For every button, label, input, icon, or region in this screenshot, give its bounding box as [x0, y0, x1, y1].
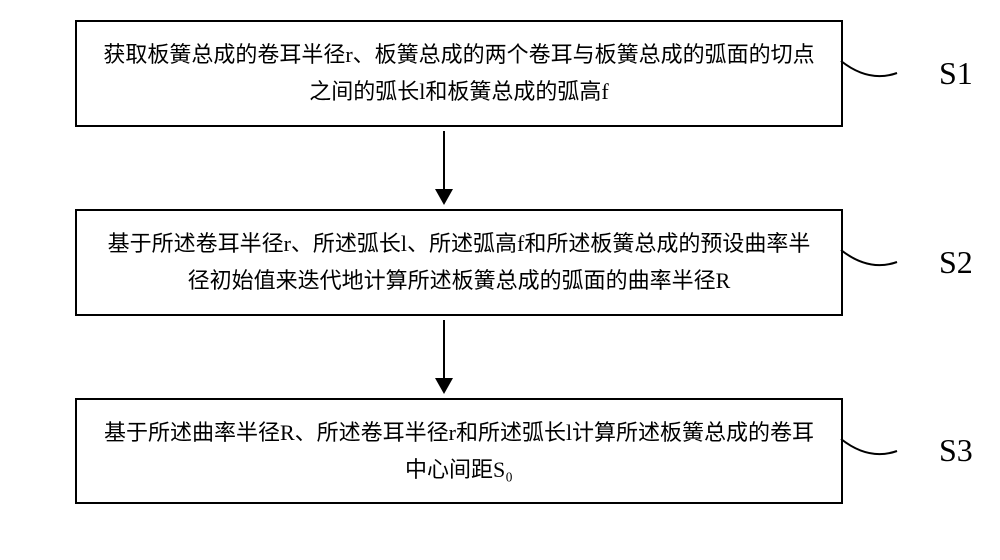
- arrow-1-wrap: [20, 127, 980, 209]
- connector-curve-2: [839, 242, 899, 282]
- step-row-1: 获取板簧总成的卷耳半径r、板簧总成的两个卷耳与板簧总成的弧面的切点之间的弧长l和…: [20, 20, 980, 127]
- step-box-1: 获取板簧总成的卷耳半径r、板簧总成的两个卷耳与板簧总成的弧面的切点之间的弧长l和…: [75, 20, 843, 127]
- flowchart-container: 获取板簧总成的卷耳半径r、板簧总成的两个卷耳与板簧总成的弧面的切点之间的弧长l和…: [20, 20, 980, 504]
- arrow-2-line: [443, 320, 445, 378]
- step-label-1: S1: [939, 55, 973, 92]
- step-box-2: 基于所述卷耳半径r、所述弧长l、所述弧高f和所述板簧总成的预设曲率半径初始值来迭…: [75, 209, 843, 316]
- arrow-1-line: [443, 131, 445, 189]
- arrow-2: [435, 320, 453, 394]
- step-label-2: S2: [939, 244, 973, 281]
- connector-curve-1: [839, 53, 899, 93]
- step-label-3: S3: [939, 432, 973, 469]
- arrow-2-wrap: [20, 316, 980, 398]
- arrow-1-head: [435, 189, 453, 205]
- arrow-1: [435, 131, 453, 205]
- step-row-2: 基于所述卷耳半径r、所述弧长l、所述弧高f和所述板簧总成的预设曲率半径初始值来迭…: [20, 209, 980, 316]
- arrow-2-head: [435, 378, 453, 394]
- step-row-3: 基于所述曲率半径R、所述卷耳半径r和所述弧长l计算所述板簧总成的卷耳中心间距S₀…: [20, 398, 980, 505]
- step-box-3: 基于所述曲率半径R、所述卷耳半径r和所述弧长l计算所述板簧总成的卷耳中心间距S₀: [75, 398, 843, 505]
- connector-curve-3: [839, 431, 899, 471]
